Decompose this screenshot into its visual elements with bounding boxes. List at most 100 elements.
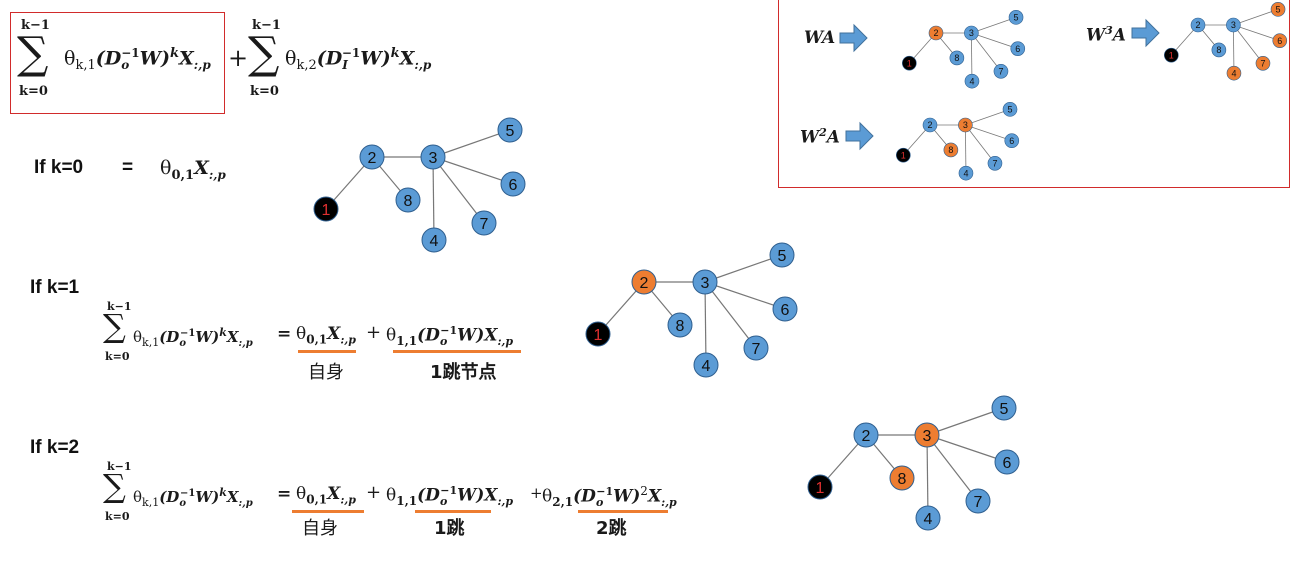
graph-node-3	[1226, 17, 1241, 33]
sum-sign: ∑	[103, 307, 126, 345]
self-label: 自身	[308, 362, 344, 383]
graph-edge	[704, 254, 783, 283]
highlight-box	[10, 12, 225, 114]
graph-node-8	[949, 50, 965, 66]
graph-node-4	[1226, 65, 1242, 81]
feature-x: X	[194, 157, 209, 179]
graph-node-label: 7	[974, 494, 983, 511]
graph-edge	[970, 32, 973, 82]
graph-node-7	[743, 335, 769, 361]
x-subscript: :,p	[238, 498, 253, 509]
graph-edge	[704, 281, 786, 310]
graph-node-label: 7	[992, 159, 997, 169]
theta-subscript: 0,1	[306, 492, 328, 507]
graph-node-label: 5	[1008, 105, 1013, 115]
graph-node-label: 2	[862, 428, 871, 445]
graph-node-6	[1272, 33, 1288, 48]
degree-matrix: (D	[159, 488, 180, 506]
graph-node-label: 2	[1195, 20, 1200, 30]
arrow-right-icon	[1131, 18, 1160, 48]
graph-node-5	[1008, 10, 1024, 25]
graph-edge	[971, 16, 1017, 34]
graph-edge	[1233, 24, 1280, 42]
power-sup: k	[219, 326, 227, 339]
graph-edge	[704, 281, 707, 366]
theta-subscript: 0,1	[171, 167, 195, 183]
power-sup: 3	[1105, 24, 1113, 37]
plus-sign: +	[366, 482, 382, 503]
arrow-right-icon	[839, 23, 868, 53]
graph-node-2	[1190, 17, 1206, 33]
graph-node-4	[693, 352, 719, 378]
graph-node-8	[943, 142, 959, 158]
graph-node-8	[395, 187, 421, 213]
graph-node-label: 1	[901, 150, 906, 160]
graph-edge	[971, 32, 1002, 72]
graph-edge	[926, 407, 1005, 436]
g-k2: 1 2 3 4 5 6 7 8	[807, 395, 1020, 531]
row-label-k0: If k=0	[34, 157, 84, 178]
power-sup: k	[169, 46, 179, 61]
degree-matrix: (D	[316, 47, 343, 70]
degree-matrix: (D	[159, 328, 180, 346]
graph-node-label: 3	[963, 120, 968, 130]
w-letter: W	[800, 127, 820, 148]
feature-x: X	[484, 485, 498, 506]
theta: θ	[133, 488, 143, 506]
inverse-sup: −1	[440, 324, 458, 337]
k1-hop-term: θ1,1(Do−1W)X:,p	[386, 324, 513, 348]
sum-upper-limit: k−1	[252, 18, 281, 33]
hop1-label: 1跳	[434, 518, 465, 539]
sum-upper-limit: k−1	[21, 18, 50, 33]
graph-node-3	[420, 144, 446, 170]
graph-edge	[1233, 8, 1279, 26]
degree-subscript: I	[342, 58, 348, 73]
graph-node-label: 4	[430, 233, 439, 250]
graph-node-label: 4	[924, 511, 933, 528]
plus-sign: +	[530, 484, 543, 502]
weight-matrix: W)	[613, 486, 641, 507]
graph-node-label: 6	[1003, 455, 1012, 472]
graph-node-label: 2	[368, 150, 377, 167]
graph-node-label: 7	[480, 216, 489, 233]
theta: θ	[296, 324, 307, 344]
arrow-right-icon	[845, 121, 874, 151]
graph-edge	[926, 434, 979, 502]
sum-upper-limit: k−1	[107, 460, 132, 473]
degree-subscript: o	[179, 338, 186, 349]
graph-edge	[965, 124, 996, 164]
graph-edge	[432, 156, 435, 241]
wa-label: WA	[804, 28, 836, 48]
row-label-k1: If k=1	[30, 277, 80, 298]
graph-node-label: 4	[702, 358, 711, 375]
graph-node-label: 7	[752, 341, 761, 358]
graph-node-label: 5	[506, 123, 515, 140]
graph-edge	[432, 156, 485, 224]
degree-matrix: (D	[573, 486, 596, 507]
theta: θ	[285, 47, 297, 70]
graph-node-4	[958, 165, 974, 181]
plus-sign: +	[366, 322, 382, 343]
x-subscript: :,p	[238, 338, 253, 349]
theta-subscript: k,1	[142, 336, 160, 349]
hop1-label: 1跳节点	[430, 362, 497, 383]
inverse-sup: −1	[179, 488, 196, 499]
w-letter: W	[1086, 25, 1106, 46]
theta: θ	[133, 328, 143, 346]
graph-node-label: 6	[781, 302, 790, 319]
sum-lower-limit: k=0	[250, 84, 279, 99]
graph-node-5	[991, 395, 1017, 421]
k1-lhs: θk,1(Do−1W)kX:,p	[133, 326, 253, 349]
graph-node-5	[769, 242, 795, 268]
graph-node-label: 6	[1277, 36, 1282, 46]
graph-node-3	[958, 117, 973, 133]
row-label-k2: If k=2	[30, 437, 80, 458]
graph-node-label: 8	[948, 145, 953, 155]
graph-node-label: 8	[676, 318, 685, 335]
graph-node-label: 2	[933, 28, 938, 38]
graph-node-8	[889, 465, 915, 491]
graph-node-label: 1	[907, 58, 912, 68]
inverse-sup: −1	[440, 484, 458, 497]
feature-x: X	[484, 325, 498, 346]
k2-hop2-term: θ2,1(Do−1W)2X:,p	[542, 484, 677, 509]
